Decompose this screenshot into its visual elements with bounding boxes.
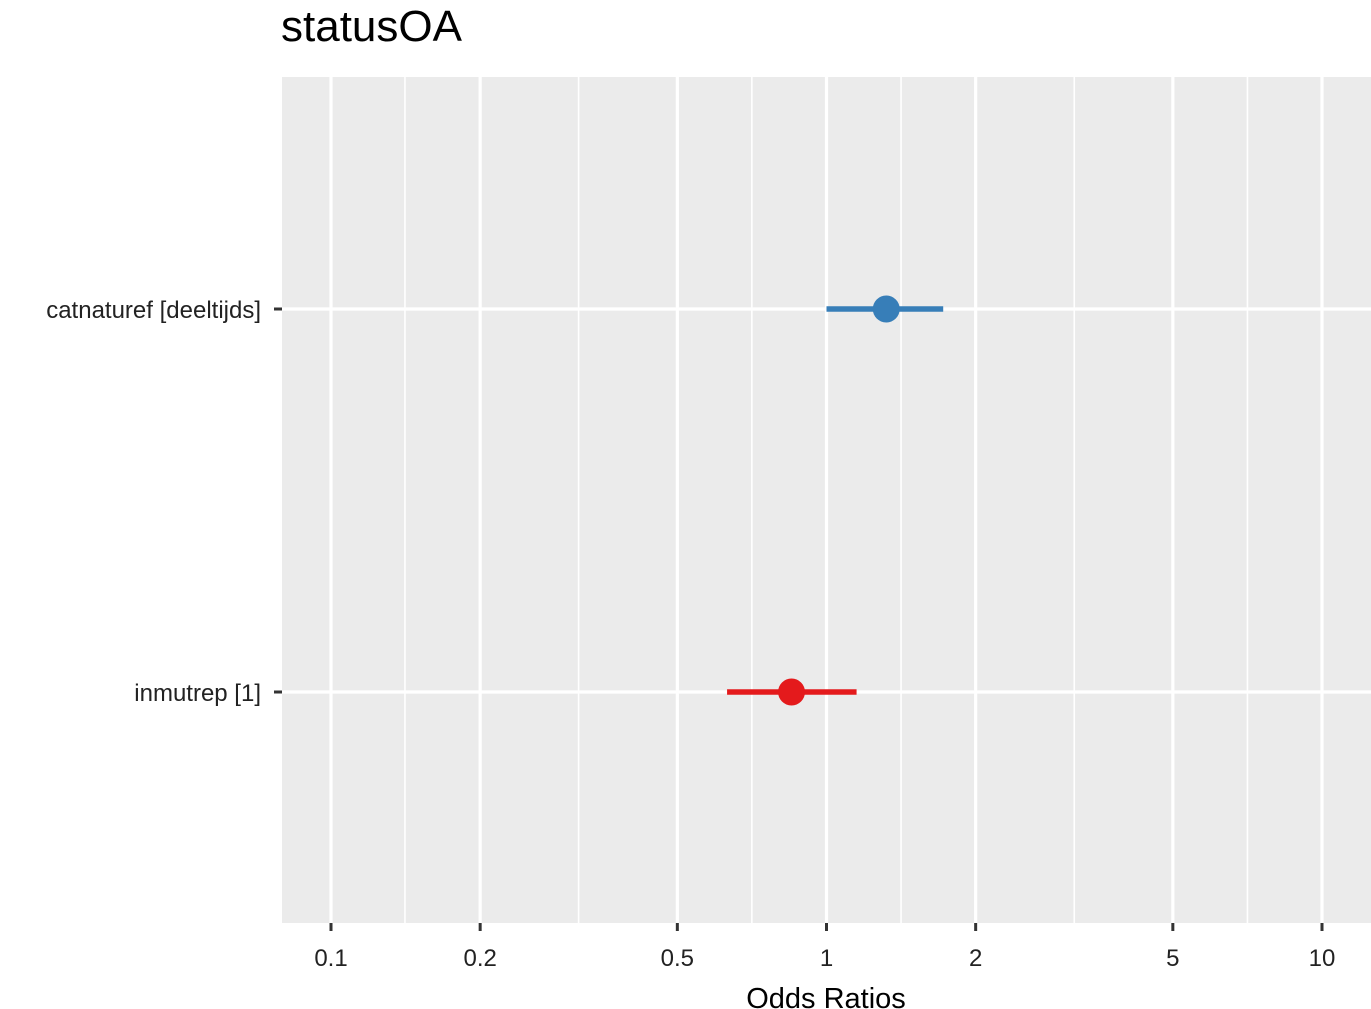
data-marks [727,295,944,706]
y-tick-label-1: inmutrep [1] [134,680,261,707]
y-tick-label-0: catnaturef [deeltijds] [46,297,261,324]
major-gridlines [329,77,1324,923]
x-tick-label-3: 1 [820,945,833,972]
x-axis-label: Odds Ratios [746,983,906,1009]
estimate-point-0 [872,295,900,323]
x-tick-label-0: 0.1 [314,945,347,972]
x-tick-label-4: 2 [969,945,982,972]
chart-title: statusOA [281,2,463,51]
x-tick-label-6: 10 [1309,945,1336,972]
y-axis-ticks: catnaturef [deeltijds] inmutrep [1] [46,297,282,707]
x-tick-label-2: 0.5 [661,945,694,972]
estimate-point-1 [778,678,806,706]
x-tick-label-5: 5 [1166,945,1179,972]
x-tick-label-1: 0.2 [463,945,496,972]
x-axis-ticks: 0.1 0.2 0.5 1 2 5 10 [314,923,1335,972]
minor-gridlines [404,77,1249,923]
